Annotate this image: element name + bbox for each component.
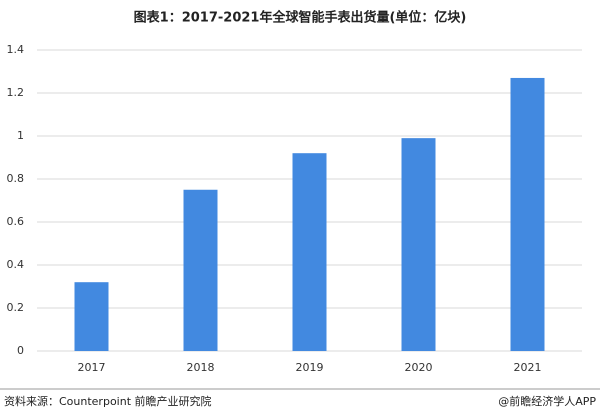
x-tick-label: 2019 [296, 361, 324, 374]
bar [183, 189, 218, 351]
y-tick-label: 0.8 [7, 172, 25, 185]
chart-title: 图表1：2017-2021年全球智能手表出货量(单位：亿块) [134, 10, 467, 26]
y-tick-label: 0.4 [7, 258, 25, 271]
x-tick-label: 2018 [187, 361, 215, 374]
y-tick-label: 1.4 [7, 43, 25, 56]
y-tick-label: 0.6 [7, 215, 25, 228]
bar [74, 282, 109, 351]
x-tick-label: 2017 [78, 361, 106, 374]
bar [292, 153, 327, 351]
y-tick-label: 0 [17, 344, 24, 357]
x-tick-label: 2020 [405, 361, 433, 374]
footer-credit: @前瞻经济学人APP [498, 394, 596, 408]
y-tick-label: 0.2 [7, 301, 25, 314]
x-tick-label: 2021 [514, 361, 542, 374]
y-tick-label: 1 [17, 129, 24, 142]
bar [510, 77, 545, 351]
bar [401, 138, 436, 351]
footer-source: 资料来源：Counterpoint 前瞻产业研究院 [4, 394, 212, 408]
y-tick-label: 1.2 [7, 86, 25, 99]
